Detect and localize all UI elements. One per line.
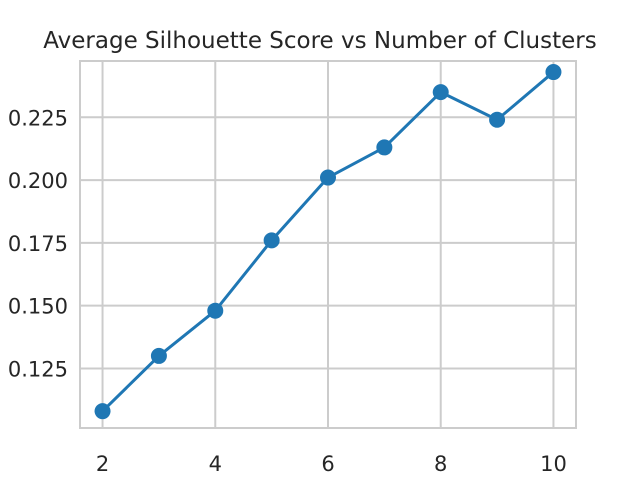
y-tick-label: 0.225 [8, 106, 68, 130]
data-point [489, 111, 506, 128]
y-tick-label: 0.125 [8, 357, 68, 381]
chart-title: Average Silhouette Score vs Number of Cl… [43, 28, 596, 54]
x-tick-label: 6 [321, 452, 334, 476]
data-point [150, 347, 167, 364]
data-point [207, 302, 224, 319]
y-axis-tick-labels: 0.125 0.150 0.175 0.200 0.225 [8, 106, 68, 381]
series-layer [94, 64, 562, 420]
y-tick-label: 0.150 [8, 295, 68, 319]
y-tick-label: 0.175 [8, 232, 68, 256]
x-tick-label: 4 [209, 452, 222, 476]
x-tick-label: 8 [434, 452, 447, 476]
data-point [376, 139, 393, 156]
plot-area-frame [79, 60, 577, 429]
data-point [263, 232, 280, 249]
data-point [320, 169, 336, 186]
data-point [432, 84, 449, 101]
x-tick-label: 10 [540, 452, 567, 476]
data-point [94, 403, 111, 420]
x-axis-tick-labels: 2 4 6 8 10 [96, 452, 567, 476]
data-point [545, 64, 562, 81]
x-tick-label: 2 [96, 452, 109, 476]
y-tick-label: 0.200 [8, 169, 68, 193]
